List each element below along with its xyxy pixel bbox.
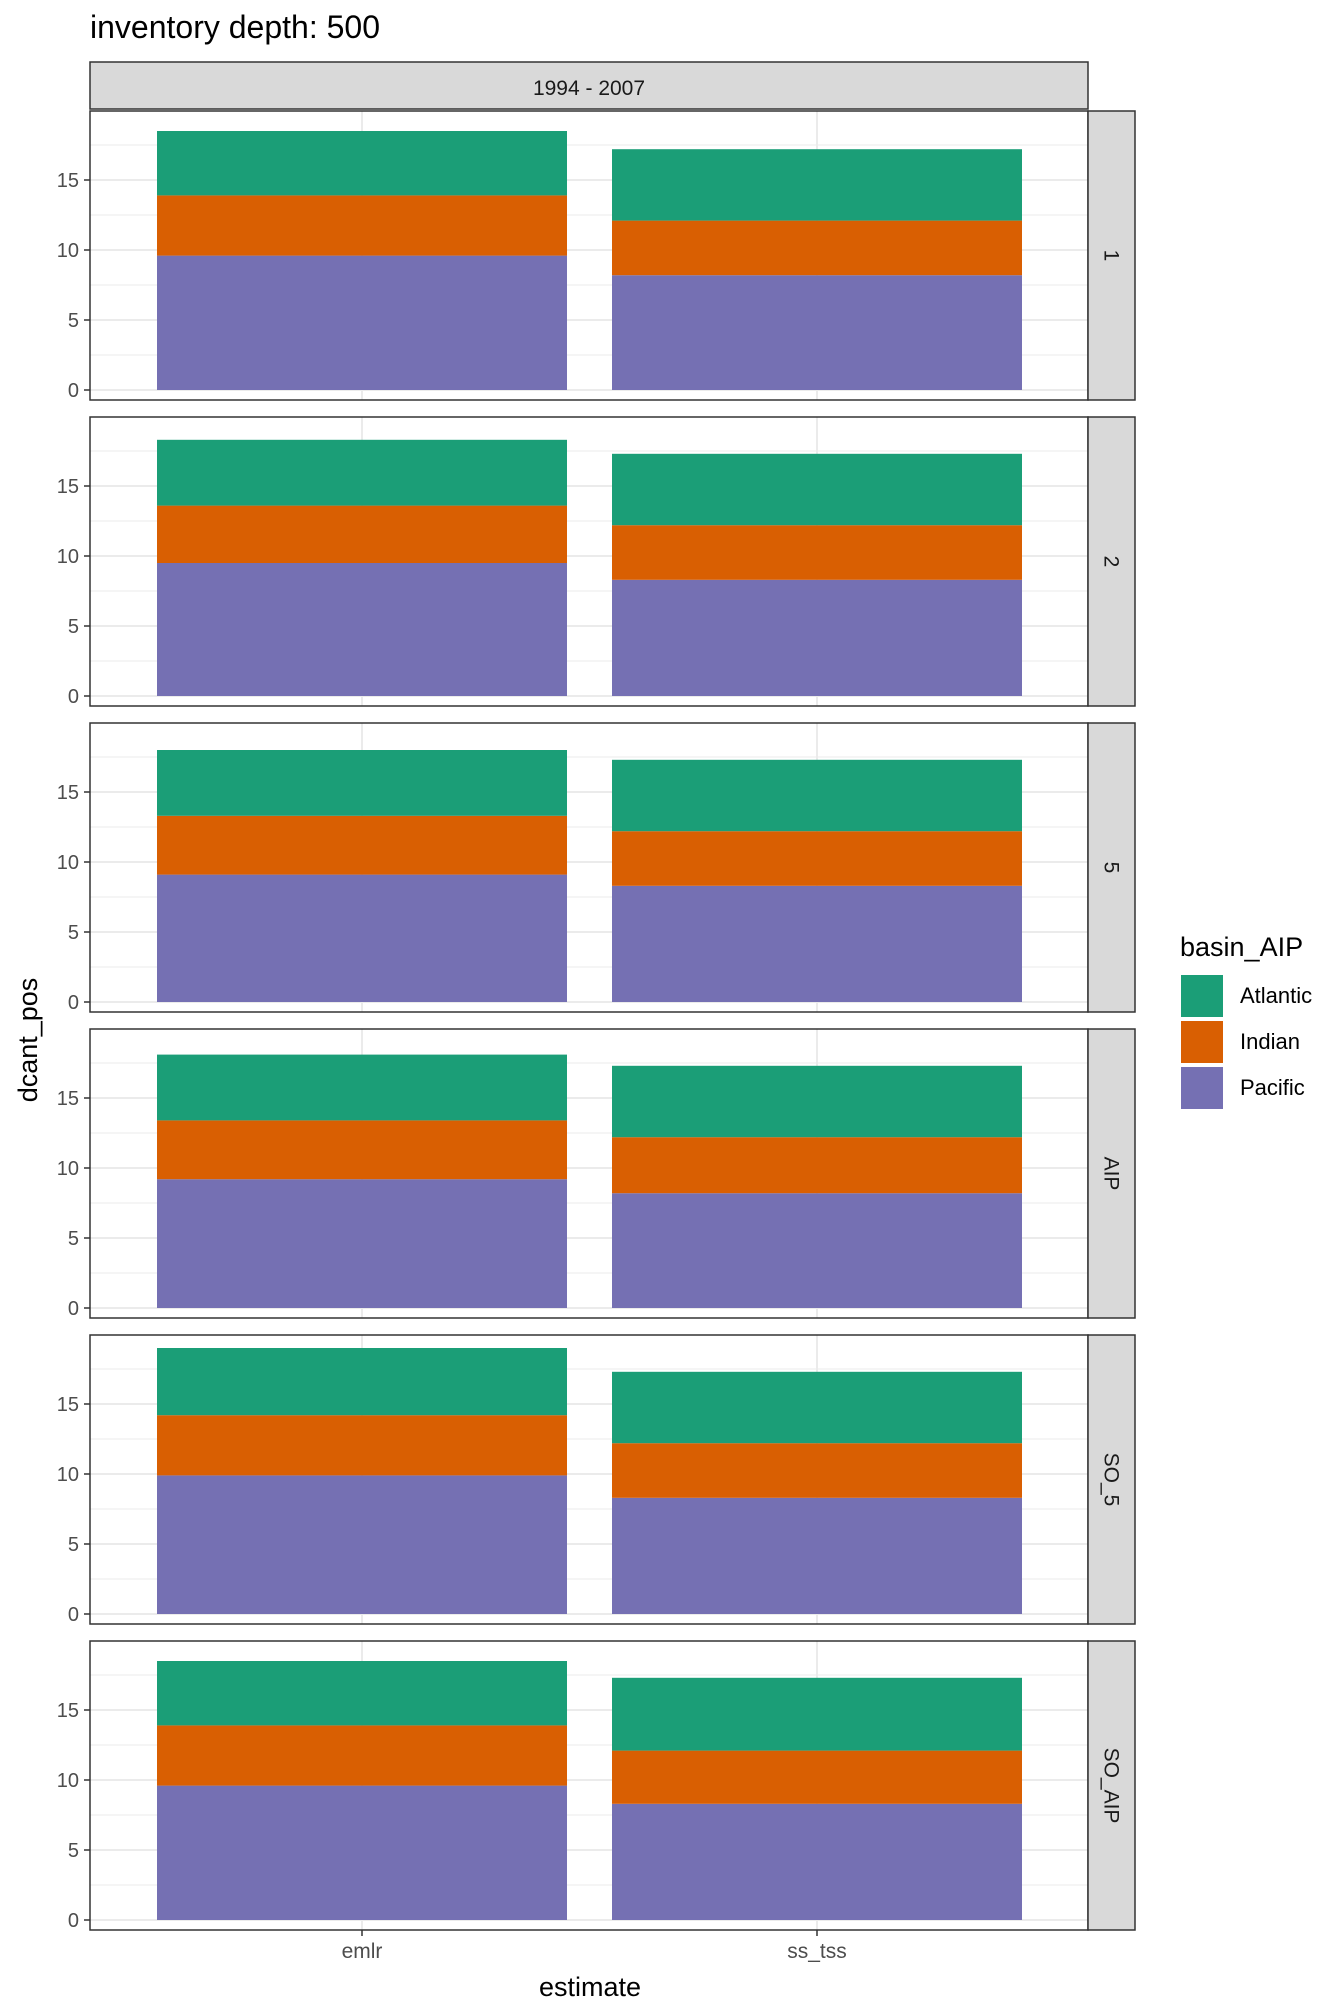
legend-title: basin_AIP [1180,932,1303,962]
bar-2-ss-tss-indian [612,525,1022,580]
row-strip [1087,1334,1136,1625]
bar-5-emlr-pacific [157,874,567,1002]
bar-2-emlr-atlantic [157,439,567,506]
x-axis-title: estimate [539,1972,641,2002]
facet-panels: 051015105101520510155051015AIP051015SO_5… [57,110,1136,1932]
row-strip-label: AIP [1100,1157,1123,1191]
bar-1-emlr-atlantic [157,131,567,196]
row-strip [1087,110,1136,401]
bar-so-5-emlr-atlantic [157,1348,567,1416]
y-axis-title: dcant_pos [13,978,43,1103]
panel-5: 0 5 10 15 5 [57,722,1136,1014]
bar-aip-ss-tss-pacific [612,1193,1022,1308]
y-tick-label: 15 [57,476,79,498]
bar-so-aip-emlr-indian [157,1725,567,1786]
bar-5-ss-tss-indian [612,831,1022,886]
bar-aip-emlr-pacific [157,1179,567,1308]
bar-aip-emlr-atlantic [157,1054,567,1121]
bar-5-ss-tss-pacific [612,885,1022,1002]
bar-so-aip-emlr-atlantic [157,1661,567,1726]
y-tick-label: 15 [57,1700,79,1722]
y-tick-label: 5 [68,616,79,638]
bar-1-ss-tss-atlantic [612,149,1022,221]
bar-aip-ss-tss-atlantic [612,1065,1022,1138]
panel-so-5: 0 5 10 15 SO_5 [57,1334,1136,1626]
y-tick-label: 10 [57,240,79,262]
row-strip-label: SO_5 [1100,1453,1123,1507]
row-strip-label: SO_AIP [1100,1748,1123,1824]
bar-5-emlr-atlantic [157,750,567,816]
bar-1-emlr-indian [157,195,567,256]
y-tick-label: 5 [68,1228,79,1250]
row-strip-label: 2 [1100,556,1123,568]
legend-key-atlantic [1181,975,1223,1017]
bar-1-ss-tss-pacific [612,275,1022,390]
y-tick-label: 0 [68,1604,79,1626]
y-tick-label: 5 [68,310,79,332]
y-tick-label: 15 [57,170,79,192]
bar-so-5-ss-tss-indian [612,1443,1022,1498]
y-tick-label: 5 [68,1534,79,1556]
y-tick-label: 10 [57,546,79,568]
y-tick-label: 0 [68,1298,79,1320]
y-tick-label: 5 [68,922,79,944]
y-tick-label: 0 [68,380,79,402]
bar-1-ss-tss-indian [612,220,1022,276]
row-strip-label: 1 [1100,250,1123,262]
row-strip [1087,1640,1136,1931]
bar-so-aip-ss-tss-atlantic [612,1677,1022,1751]
bar-so-5-emlr-indian [157,1415,567,1476]
legend: basin_AIP Atlantic Indian Pacific [1180,932,1312,1109]
chart-title: inventory depth: 500 [90,9,380,45]
y-tick-label: 15 [57,1394,79,1416]
x-tick-label: ss_tss [787,1940,847,1963]
y-tick-label: 0 [68,686,79,708]
y-tick-label: 10 [57,1158,79,1180]
legend-label-indian: Indian [1240,1029,1300,1054]
panel-1: 0 5 10 15 1 [57,110,1136,402]
bar-aip-emlr-indian [157,1120,567,1180]
panel-2: 0 5 10 15 2 [57,416,1136,708]
row-strip [1087,1028,1136,1319]
bar-so-5-ss-tss-pacific [612,1497,1022,1614]
column-strip [89,61,1089,110]
panel-so-aip: 0 5 10 15 SO_AIP [57,1640,1136,1932]
row-strip [1087,722,1136,1013]
bar-so-aip-ss-tss-pacific [612,1803,1022,1920]
y-tick-label: 15 [57,782,79,804]
row-strip-label: 5 [1100,862,1123,874]
legend-key-indian [1181,1021,1223,1063]
y-tick-label: 15 [57,1088,79,1110]
bar-so-5-emlr-pacific [157,1475,567,1614]
bar-so-aip-ss-tss-indian [612,1750,1022,1804]
y-tick-label: 0 [68,992,79,1014]
y-tick-label: 10 [57,1464,79,1486]
legend-key-pacific [1181,1067,1223,1109]
legend-label-atlantic: Atlantic [1240,983,1312,1008]
bar-5-ss-tss-atlantic [612,759,1022,832]
bar-so-5-ss-tss-atlantic [612,1371,1022,1444]
bar-2-ss-tss-atlantic [612,453,1022,526]
column-strip-label: 1994 - 2007 [533,77,645,100]
bar-5-emlr-indian [157,815,567,875]
bar-so-aip-emlr-pacific [157,1785,567,1920]
bar-1-emlr-pacific [157,255,567,390]
y-tick-label: 10 [57,852,79,874]
y-tick-label: 0 [68,1910,79,1932]
bar-aip-ss-tss-indian [612,1137,1022,1194]
y-tick-label: 5 [68,1840,79,1862]
bar-2-emlr-indian [157,505,567,563]
y-tick-label: 10 [57,1770,79,1792]
x-tick-label: emlr [342,1940,383,1963]
bar-2-ss-tss-pacific [612,579,1022,696]
bar-2-emlr-pacific [157,563,567,696]
legend-label-pacific: Pacific [1240,1075,1305,1100]
panel-aip: 0 5 10 15 AIP [57,1028,1136,1320]
row-strip [1087,416,1136,707]
